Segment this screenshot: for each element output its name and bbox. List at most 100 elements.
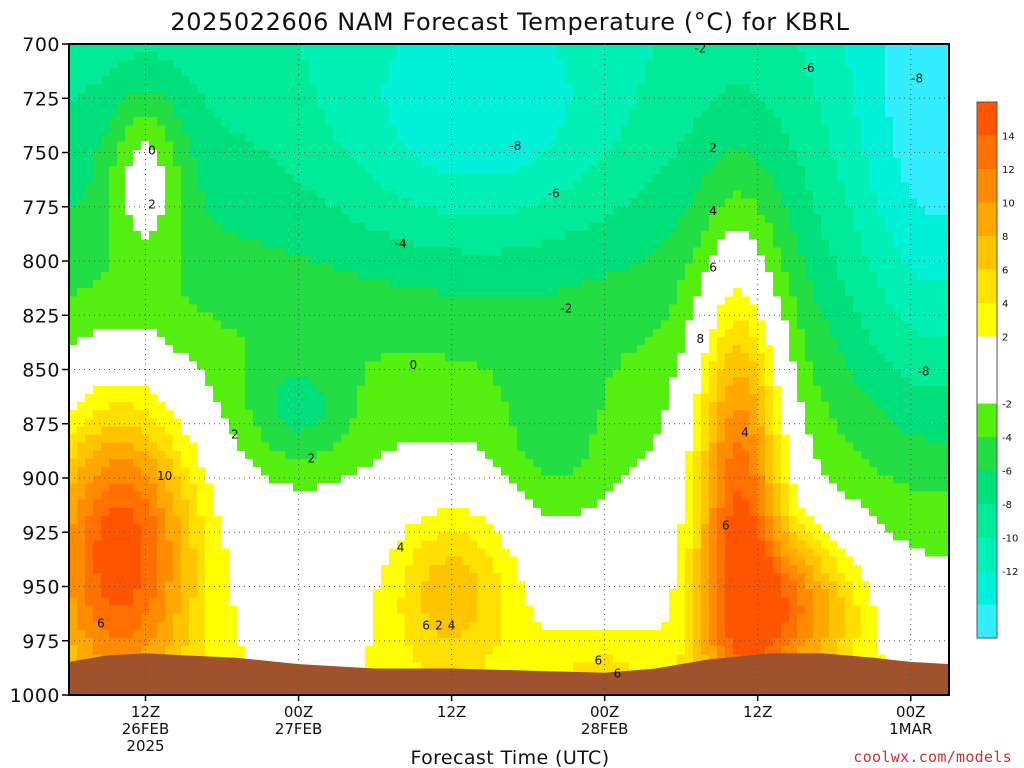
temperature-cell <box>229 247 238 257</box>
temperature-cell <box>421 654 430 664</box>
temperature-cell <box>181 369 190 379</box>
temperature-cell <box>141 467 150 476</box>
temperature-cell <box>461 328 470 338</box>
temperature-cell <box>509 84 518 94</box>
temperature-cell <box>205 174 214 183</box>
temperature-cell <box>285 605 294 615</box>
temperature-cell <box>533 629 542 639</box>
temperature-cell <box>205 377 214 387</box>
temperature-cell <box>333 572 342 582</box>
temperature-cell <box>181 239 190 249</box>
temperature-cell <box>101 450 110 460</box>
temperature-cell <box>237 328 246 338</box>
temperature-cell <box>189 353 198 362</box>
temperature-cell <box>389 515 398 525</box>
temperature-cell <box>461 613 470 623</box>
temperature-cell <box>301 410 310 419</box>
temperature-cell <box>173 231 182 240</box>
temperature-cell <box>525 223 534 232</box>
temperature-cell <box>77 336 86 346</box>
temperature-cell <box>101 76 110 86</box>
temperature-cell <box>469 475 478 485</box>
temperature-cell <box>237 597 246 607</box>
temperature-cell <box>533 109 542 118</box>
temperature-cell <box>405 418 414 428</box>
temperature-cell <box>397 564 406 574</box>
temperature-cell <box>157 507 166 517</box>
temperature-cell <box>301 572 310 582</box>
temperature-cell <box>117 117 126 126</box>
temperature-cell <box>69 442 78 452</box>
temperature-cell <box>69 141 78 151</box>
temperature-cell <box>229 231 238 240</box>
temperature-cell <box>333 621 342 631</box>
temperature-cell <box>157 646 166 655</box>
temperature-cell <box>373 499 382 509</box>
temperature-cell <box>477 426 486 436</box>
temperature-cell <box>149 581 158 590</box>
temperature-cell <box>277 198 286 208</box>
temperature-cell <box>437 450 446 460</box>
temperature-cell <box>461 589 470 598</box>
temperature-cell <box>389 133 398 143</box>
temperature-cell <box>205 182 214 192</box>
temperature-cell <box>157 426 166 436</box>
temperature-cell <box>437 263 446 273</box>
temperature-cell <box>189 515 198 525</box>
temperature-cell <box>509 44 518 53</box>
temperature-cell <box>333 336 342 346</box>
temperature-cell <box>349 100 358 110</box>
temperature-cell <box>445 434 454 444</box>
temperature-cell <box>325 247 334 257</box>
temperature-cell <box>413 328 422 338</box>
temperature-cell <box>453 223 462 232</box>
temperature-cell <box>109 92 118 102</box>
temperature-cell <box>101 393 110 403</box>
temperature-cell <box>437 279 446 289</box>
temperature-cell <box>141 385 150 395</box>
temperature-cell <box>509 564 518 574</box>
temperature-cell <box>325 369 334 379</box>
temperature-cell <box>365 515 374 525</box>
temperature-cell <box>413 320 422 330</box>
temperature-cell <box>181 279 190 289</box>
temperature-cell <box>93 182 102 192</box>
temperature-cell <box>189 328 198 338</box>
temperature-cell <box>197 117 206 126</box>
temperature-cell <box>205 475 214 485</box>
temperature-cell <box>477 336 486 346</box>
temperature-cell <box>453 572 462 582</box>
temperature-cell <box>269 377 278 387</box>
temperature-cell <box>237 100 246 110</box>
temperature-cell <box>373 402 382 411</box>
temperature-cell <box>325 467 334 476</box>
temperature-cell <box>101 467 110 476</box>
temperature-cell <box>397 507 406 517</box>
temperature-cell <box>101 564 110 574</box>
temperature-cell <box>69 377 78 387</box>
temperature-cell <box>525 597 534 607</box>
temperature-cell <box>317 475 326 485</box>
temperature-cell <box>493 638 502 647</box>
temperature-cell <box>365 564 374 574</box>
temperature-cell <box>197 499 206 509</box>
temperature-cell <box>293 499 302 509</box>
temperature-cell <box>405 377 414 387</box>
temperature-cell <box>365 353 374 362</box>
temperature-cell <box>317 646 326 655</box>
temperature-cell <box>109 556 118 566</box>
temperature-cell <box>517 133 526 143</box>
temperature-cell <box>173 491 182 501</box>
temperature-cell <box>133 125 142 135</box>
temperature-cell <box>293 304 302 314</box>
temperature-cell <box>301 426 310 436</box>
temperature-cell <box>325 52 334 61</box>
temperature-cell <box>189 296 198 305</box>
temperature-cell <box>501 410 510 419</box>
temperature-cell <box>293 263 302 273</box>
temperature-cell <box>565 320 574 330</box>
temperature-cell <box>373 426 382 436</box>
temperature-cell <box>165 638 174 647</box>
temperature-cell <box>373 68 382 78</box>
temperature-cell <box>261 459 270 468</box>
